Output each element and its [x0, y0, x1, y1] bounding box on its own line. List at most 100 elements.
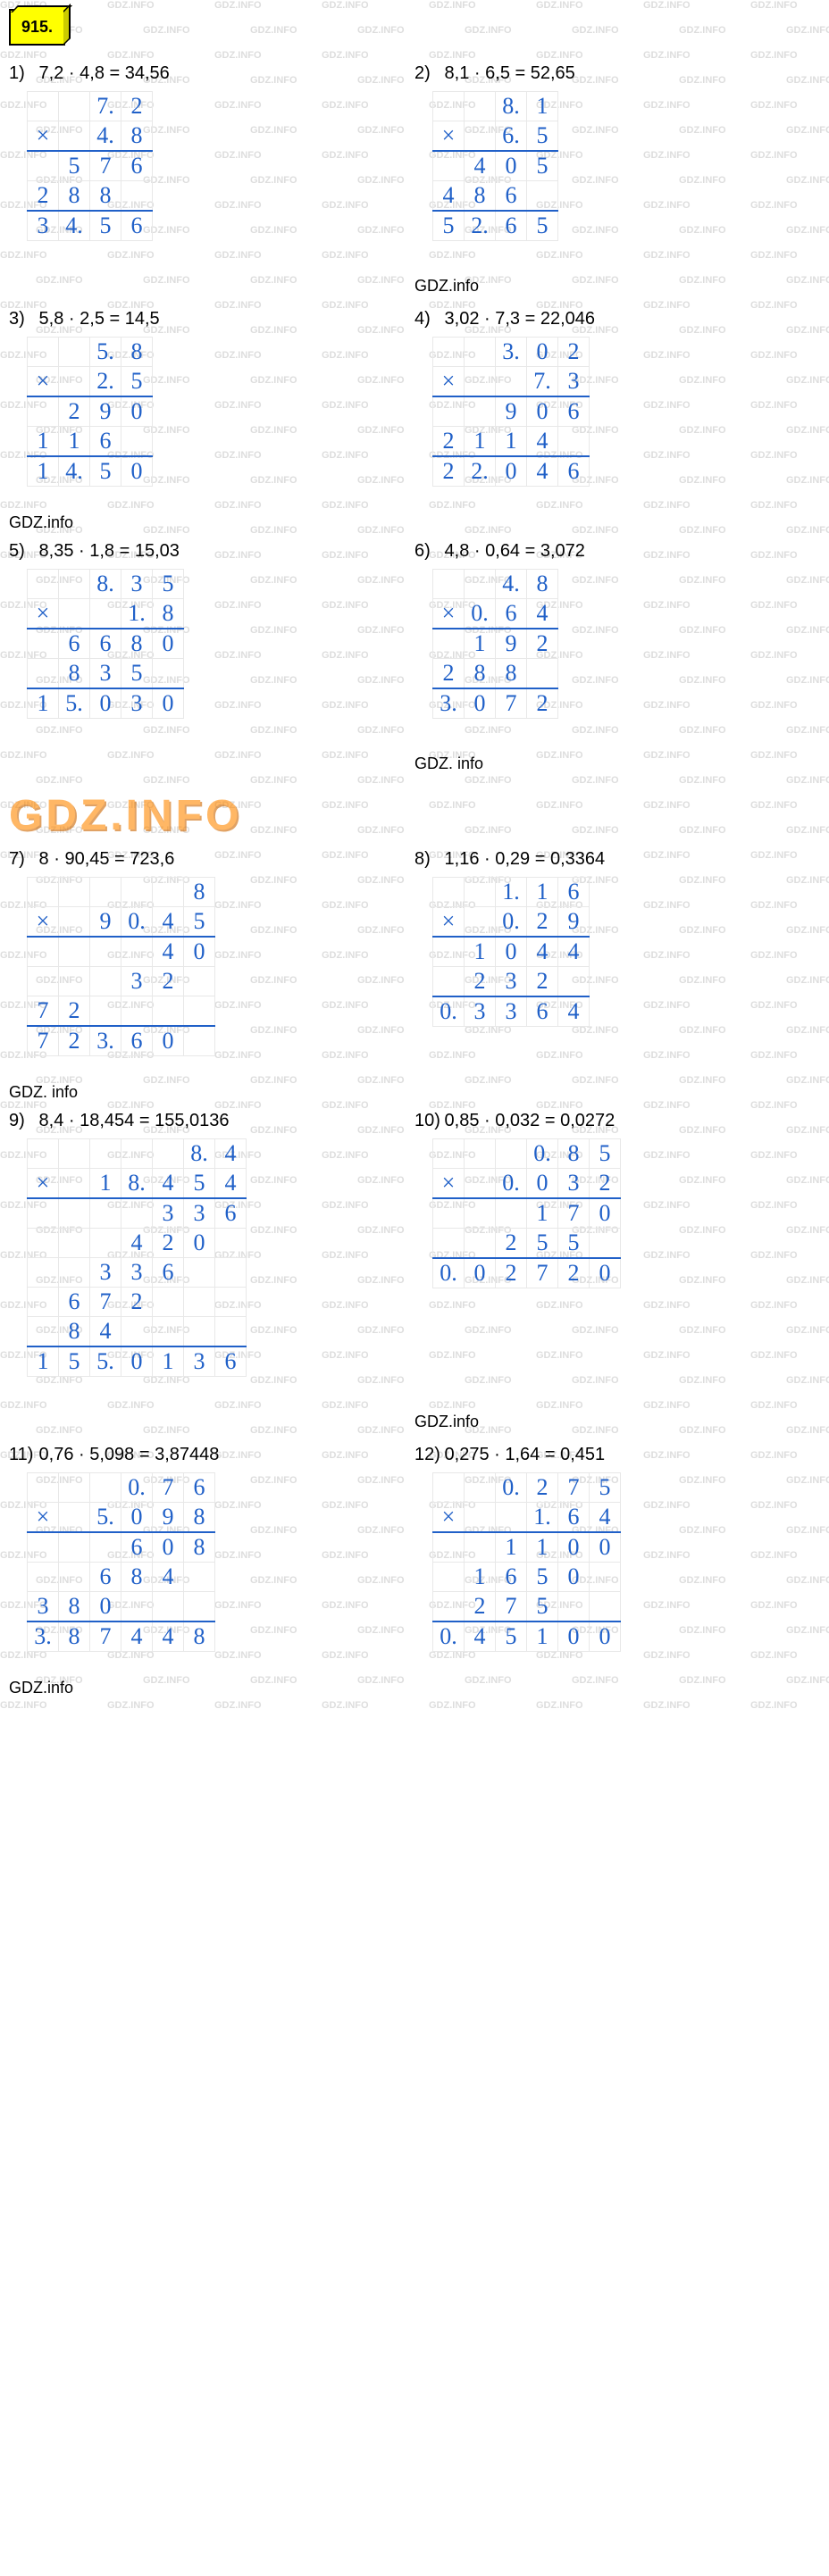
- digit-cell: 5: [90, 211, 121, 241]
- digit-cell: 3: [558, 367, 590, 397]
- digit-cell: 1: [496, 1532, 527, 1563]
- digit-cell: 4: [121, 1229, 153, 1258]
- digit-cell: 8: [184, 878, 215, 907]
- digit-cell: [28, 1317, 59, 1347]
- digit-cell: 6: [496, 211, 527, 241]
- digit-cell: [90, 996, 121, 1027]
- digit-cell: 5: [153, 570, 184, 599]
- digit-cell: 9: [153, 1503, 184, 1533]
- digit-cell: 4: [153, 1563, 184, 1592]
- digit-cell: 1: [465, 629, 496, 659]
- digit-cell: [433, 570, 465, 599]
- multiplication-table: 1.16×0.2910442320.3364: [432, 877, 590, 1027]
- digit-cell: 4.: [59, 211, 90, 241]
- digit-cell: 4: [527, 937, 558, 967]
- digit-cell: 4.: [90, 121, 121, 152]
- digit-cell: 2: [527, 907, 558, 938]
- digit-cell: 1: [28, 688, 59, 719]
- digit-cell: 5: [590, 1473, 621, 1503]
- digit-cell: [28, 1473, 59, 1503]
- digit-cell: 5: [184, 1169, 215, 1199]
- digit-cell: 6: [90, 1563, 121, 1592]
- digit-cell: [433, 396, 465, 427]
- digit-cell: 5: [527, 1563, 558, 1592]
- equation: 5) 8,35 · 1,8 = 15,03: [9, 541, 414, 562]
- digit-cell: 2: [59, 396, 90, 427]
- digit-cell: [184, 996, 215, 1027]
- digit-cell: 8: [59, 181, 90, 212]
- digit-cell: 0: [496, 456, 527, 487]
- digit-cell: [90, 967, 121, 996]
- digit-cell: 8: [465, 181, 496, 212]
- digit-cell: 6: [121, 151, 153, 181]
- digit-cell: [433, 1592, 465, 1622]
- digit-cell: [465, 878, 496, 907]
- digit-cell: [28, 1563, 59, 1592]
- digit-cell: 7.: [90, 92, 121, 121]
- digit-cell: 6: [153, 1258, 184, 1288]
- digit-cell: 0: [558, 1532, 590, 1563]
- digit-cell: [90, 1229, 121, 1258]
- digit-cell: [590, 1563, 621, 1592]
- digit-cell: 0: [184, 937, 215, 967]
- digit-cell: [527, 181, 558, 212]
- digit-cell: [28, 151, 59, 181]
- problem: 4) 3,02 · 7,3 = 22,0463.02×7.3906211422.…: [414, 309, 820, 487]
- equation: 7) 8 · 90,45 = 723,6: [9, 849, 414, 870]
- digit-cell: 0: [496, 937, 527, 967]
- digit-cell: 6: [121, 1026, 153, 1056]
- digit-cell: 2: [28, 181, 59, 212]
- digit-cell: [433, 92, 465, 121]
- digit-cell: 8: [59, 1317, 90, 1347]
- digit-cell: 6: [558, 396, 590, 427]
- digit-cell: 3: [121, 570, 153, 599]
- digit-cell: 0.: [496, 907, 527, 938]
- digit-cell: 2: [558, 1258, 590, 1288]
- digit-cell: 3: [28, 211, 59, 241]
- multiplication-table: 5.8×2.529011614.50: [27, 337, 153, 487]
- section-label: GDZ.info: [414, 1413, 820, 1431]
- digit-cell: 4: [153, 937, 184, 967]
- digit-cell: ×: [433, 907, 465, 938]
- digit-cell: [184, 1317, 215, 1347]
- digit-cell: 2: [433, 456, 465, 487]
- digit-cell: 0: [527, 396, 558, 427]
- digit-cell: 6: [184, 1473, 215, 1503]
- problem: 6) 4,8 · 0,64 = 3,0724.8×0.641922883.072: [414, 541, 820, 719]
- digit-cell: [59, 121, 90, 152]
- digit-cell: ×: [433, 599, 465, 629]
- problem: 7) 8 · 90,45 = 723,68×90.45403272723.60: [9, 849, 414, 1056]
- problem: 3) 5,8 · 2,5 = 14,55.8×2.529011614.50: [9, 309, 414, 487]
- digit-cell: 4: [153, 1169, 184, 1199]
- digit-cell: [558, 427, 590, 457]
- digit-cell: 4: [433, 181, 465, 212]
- digit-cell: 8: [121, 121, 153, 152]
- digit-cell: 7: [90, 1288, 121, 1317]
- digit-cell: [465, 367, 496, 397]
- digit-cell: [527, 659, 558, 689]
- digit-cell: 2: [527, 1473, 558, 1503]
- digit-cell: 7: [90, 151, 121, 181]
- digit-cell: [59, 367, 90, 397]
- digit-cell: [153, 659, 184, 689]
- digit-cell: 3.: [433, 688, 465, 719]
- digit-cell: [153, 878, 184, 907]
- multiplication-table: 0.85×0.0321702550.02720: [432, 1138, 621, 1288]
- digit-cell: ×: [28, 367, 59, 397]
- digit-cell: 0: [153, 1532, 184, 1563]
- digit-cell: 0.: [433, 1258, 465, 1288]
- digit-cell: 6: [558, 1503, 590, 1533]
- digit-cell: 5: [184, 907, 215, 938]
- digit-cell: [465, 1532, 496, 1563]
- digit-cell: 6: [558, 456, 590, 487]
- digit-cell: 4: [215, 1169, 247, 1199]
- digit-cell: [496, 1503, 527, 1533]
- digit-cell: [59, 338, 90, 367]
- digit-cell: 1: [527, 1621, 558, 1652]
- digit-cell: ×: [28, 1503, 59, 1533]
- digit-cell: 8: [59, 659, 90, 689]
- digit-cell: 9: [496, 629, 527, 659]
- digit-cell: [184, 1288, 215, 1317]
- digit-cell: 0.: [121, 907, 153, 938]
- problem-badge: 915.: [9, 9, 65, 46]
